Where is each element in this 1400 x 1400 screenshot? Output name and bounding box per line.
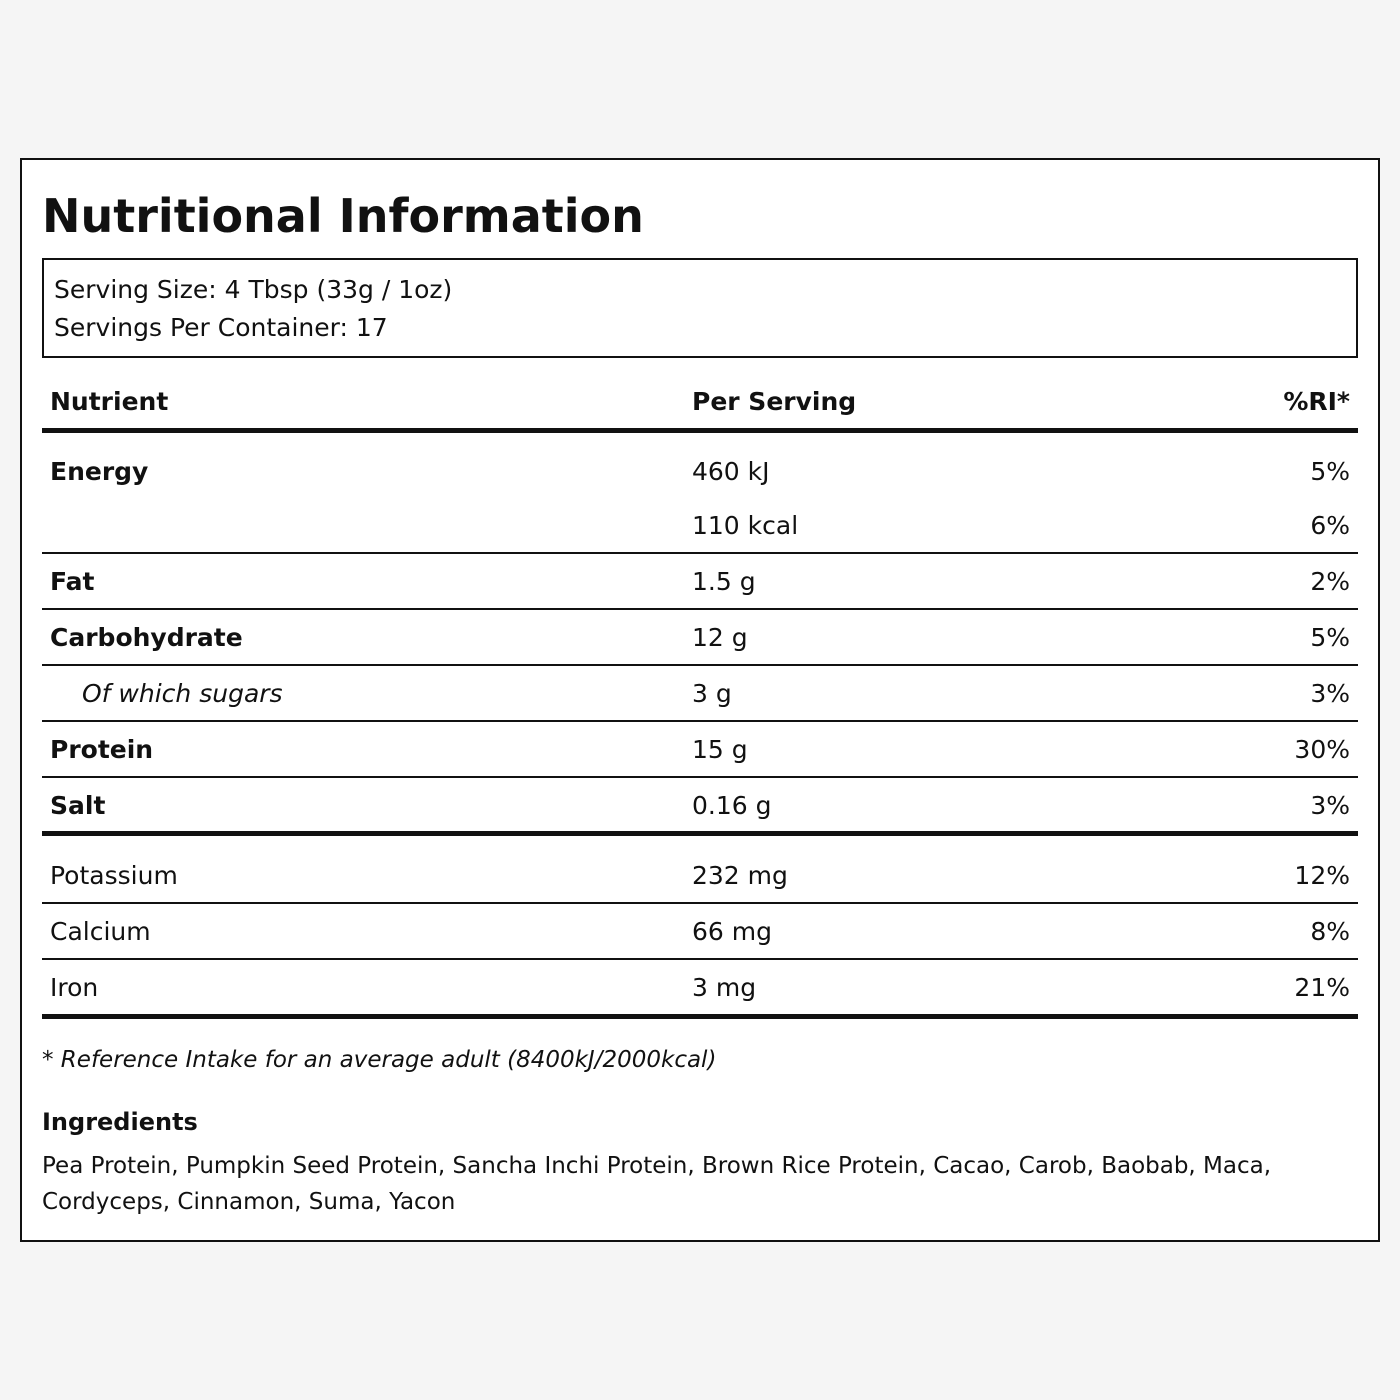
amount: 0.16 g (692, 791, 772, 820)
column-header: %RI* (1283, 387, 1350, 416)
ri: 30% (1294, 735, 1350, 764)
ri: 3% (1310, 791, 1350, 820)
nutrient: Protein (50, 735, 154, 764)
rule (42, 552, 1358, 554)
rule (42, 831, 1358, 836)
amount: 232 mg (692, 861, 788, 890)
rule (42, 958, 1358, 960)
nutrient: Energy (50, 457, 149, 486)
ri: 5% (1310, 457, 1350, 486)
nutrient: Iron (50, 973, 99, 1002)
serving-box (42, 258, 1358, 358)
column-header: Nutrient (50, 387, 169, 416)
nutrient: Calcium (50, 917, 151, 946)
amount: 460 kJ (692, 457, 770, 486)
ri: 6% (1310, 511, 1350, 540)
ri: 3% (1310, 679, 1350, 708)
amount: 3 g (692, 679, 732, 708)
nutrient: Fat (50, 567, 95, 596)
serving-size: Serving Size: 4 Tbsp (33g / 1oz) (54, 275, 453, 304)
label-card (20, 158, 1380, 1242)
nutrient: Salt (50, 791, 106, 820)
amount: 1.5 g (692, 567, 756, 596)
amount: 3 mg (692, 973, 757, 1002)
column-header: Per Serving (692, 387, 857, 416)
amount: 110 kcal (692, 511, 799, 540)
rule (42, 720, 1358, 722)
footnote: * Reference Intake for an average adult … (42, 1047, 717, 1073)
ri: 12% (1294, 861, 1350, 890)
rule (42, 608, 1358, 610)
amount: 66 mg (692, 917, 772, 946)
amount: 12 g (692, 623, 748, 652)
ingredients-text: Pea Protein, Pumpkin Seed Protein, Sanch… (42, 1153, 1272, 1215)
sub-nutrient: Of which sugars (82, 679, 283, 708)
ri: 2% (1310, 567, 1350, 596)
nutrient: Carbohydrate (50, 623, 243, 652)
title: Nutritional Information (42, 189, 644, 243)
servings-per-container: Servings Per Container: 17 (54, 313, 388, 342)
rule (42, 902, 1358, 904)
ri: 8% (1310, 917, 1350, 946)
ri: 21% (1294, 973, 1350, 1002)
rule (42, 428, 1358, 433)
nutrient: Potassium (50, 861, 178, 890)
rule (42, 664, 1358, 666)
rule (42, 1014, 1358, 1019)
ri: 5% (1310, 623, 1350, 652)
rule (42, 776, 1358, 778)
amount: 15 g (692, 735, 748, 764)
ingredients-title: Ingredients (42, 1108, 198, 1136)
